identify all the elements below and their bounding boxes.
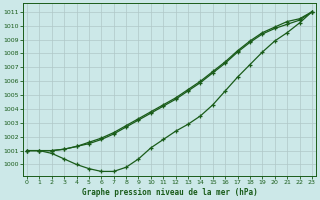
X-axis label: Graphe pression niveau de la mer (hPa): Graphe pression niveau de la mer (hPa) — [82, 188, 257, 197]
